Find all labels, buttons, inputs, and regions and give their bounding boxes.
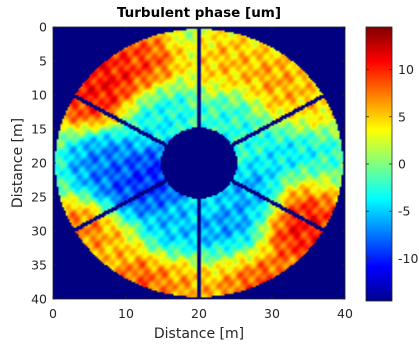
- colorbar-gradient: [365, 26, 393, 302]
- x-tick-label: 10: [118, 306, 134, 321]
- colorbar-tick-label: 10: [398, 62, 414, 77]
- x-tick-label: 30: [264, 306, 280, 321]
- colorbar-tick-label: 0: [398, 157, 406, 172]
- y-tick-label: 10: [31, 88, 47, 103]
- phase-heatmap-image: [53, 27, 345, 299]
- y-tick-label: 35: [31, 258, 47, 273]
- y-tick-label: 25: [31, 190, 47, 205]
- colorbar: 10 5 0 -5 -10: [365, 26, 418, 302]
- x-tick-label: 0: [49, 306, 57, 321]
- y-axis-ticks: 0 5 10 15 20 25 30 35 40: [31, 20, 345, 307]
- y-tick-label: 5: [39, 54, 47, 69]
- y-axis-label: Distance [m]: [10, 118, 26, 208]
- x-axis-ticks: 0 10 20 30 40: [49, 27, 353, 321]
- y-tick-label: 15: [31, 122, 47, 137]
- plot-area: [52, 26, 346, 300]
- colorbar-tick-label: -5: [398, 204, 410, 219]
- phase-map-raster: [53, 27, 345, 299]
- colorbar-tick-label: 5: [398, 109, 406, 124]
- y-tick-label: 30: [31, 224, 47, 239]
- x-tick-label: 20: [191, 306, 207, 321]
- colorbar-tick-label: -10: [398, 251, 418, 266]
- y-tick-label: 20: [31, 156, 47, 171]
- colorbar-ticks: 10 5 0 -5 -10: [366, 62, 418, 266]
- chart-title: Turbulent phase [um]: [117, 5, 281, 21]
- y-tick-label: 0: [39, 20, 47, 35]
- y-tick-label: 40: [31, 292, 47, 307]
- x-tick-label: 40: [337, 306, 353, 321]
- x-axis-label: Distance [m]: [154, 326, 244, 342]
